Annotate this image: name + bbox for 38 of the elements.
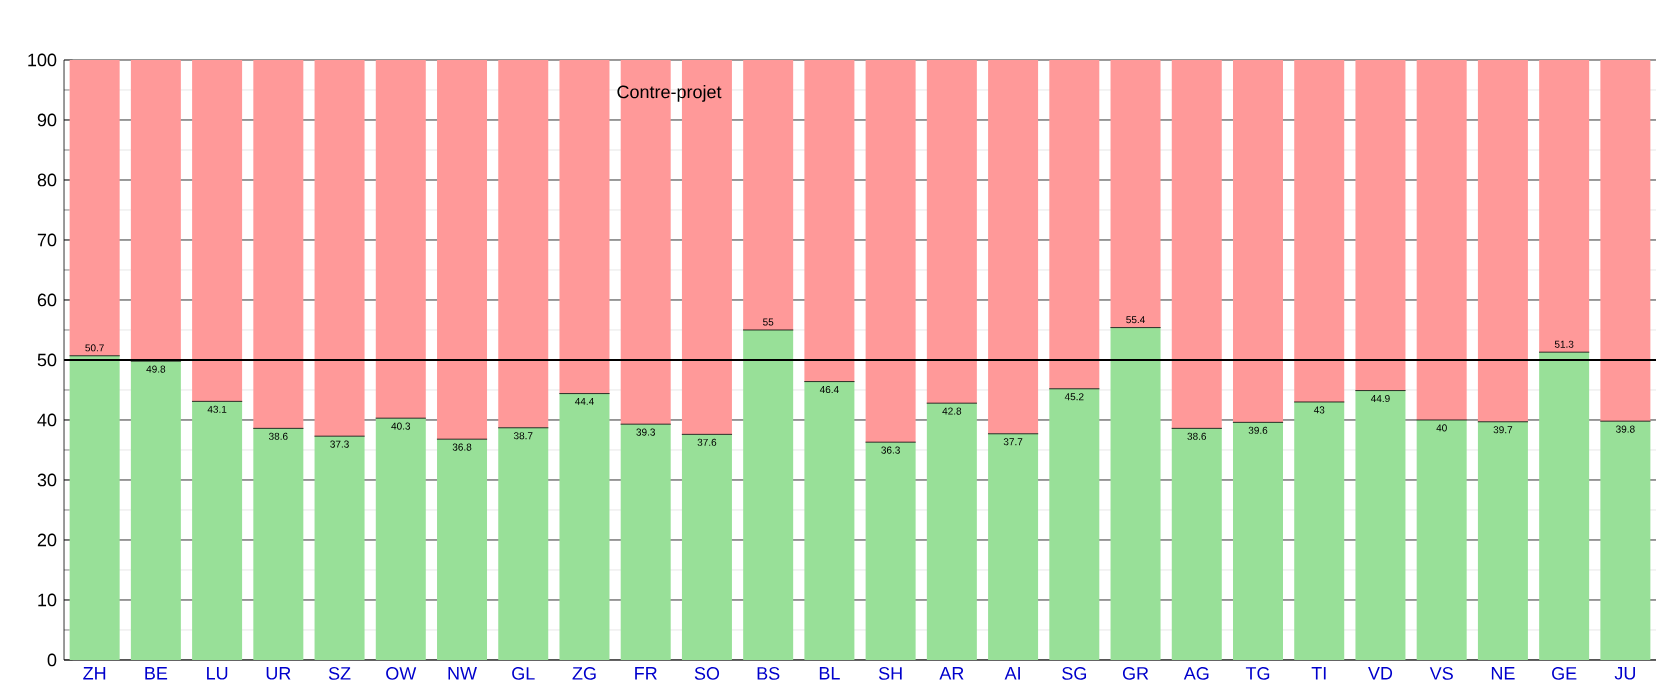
text: Contre-projet xyxy=(617,85,722,102)
x-tick-label: ZG xyxy=(572,667,596,680)
y-tick-label: 100 xyxy=(28,53,57,67)
x-tick-label: GL xyxy=(512,667,535,680)
x-tick-label: TG xyxy=(1245,667,1270,680)
x-tick-label: SH xyxy=(878,667,902,680)
y-tick-label: 70 xyxy=(37,233,57,247)
x-tick-label: SO xyxy=(694,667,720,680)
y-tick-label: 10 xyxy=(38,593,57,607)
y-tick-label: 90 xyxy=(37,113,57,127)
x-tick-label: JU xyxy=(1614,667,1635,680)
x-tick-label: BS xyxy=(757,667,780,680)
x-tick-label: LU xyxy=(207,667,228,680)
y-tick-label: 20 xyxy=(37,533,57,547)
x-tick-label: VD xyxy=(1368,667,1393,680)
x-tick-label: NW xyxy=(448,667,477,680)
x-tick-label: UR xyxy=(266,667,291,680)
x-tick-label: AI xyxy=(1004,667,1020,680)
x-tick-label: GE xyxy=(1552,667,1577,680)
x-tick-label: BL xyxy=(819,667,840,680)
y-tick-label: 40 xyxy=(37,413,57,427)
y-tick-label: 80 xyxy=(37,173,57,187)
y-tick-label: 60 xyxy=(37,293,57,307)
x-tick-label: ZH xyxy=(83,667,106,680)
x-tick-label: SZ xyxy=(328,667,351,680)
y-tick-label: 30 xyxy=(37,473,57,487)
y-tick-label: 50 xyxy=(37,353,57,367)
x-tick-label: OW xyxy=(386,667,417,680)
x-tick-label: AR xyxy=(939,667,964,680)
x-tick-label: SG xyxy=(1062,667,1086,680)
y-tick-label: 0 xyxy=(47,653,57,667)
x-tick-label: BE xyxy=(145,667,168,680)
x-tick-label: AG xyxy=(1183,667,1209,680)
x-tick-label: VS xyxy=(1429,667,1453,680)
x-tick-label: GR xyxy=(1122,667,1149,680)
x-tick-label: FR xyxy=(635,667,657,680)
x-tick-label: TI xyxy=(1311,667,1326,680)
x-tick-label: NE xyxy=(1491,667,1515,680)
